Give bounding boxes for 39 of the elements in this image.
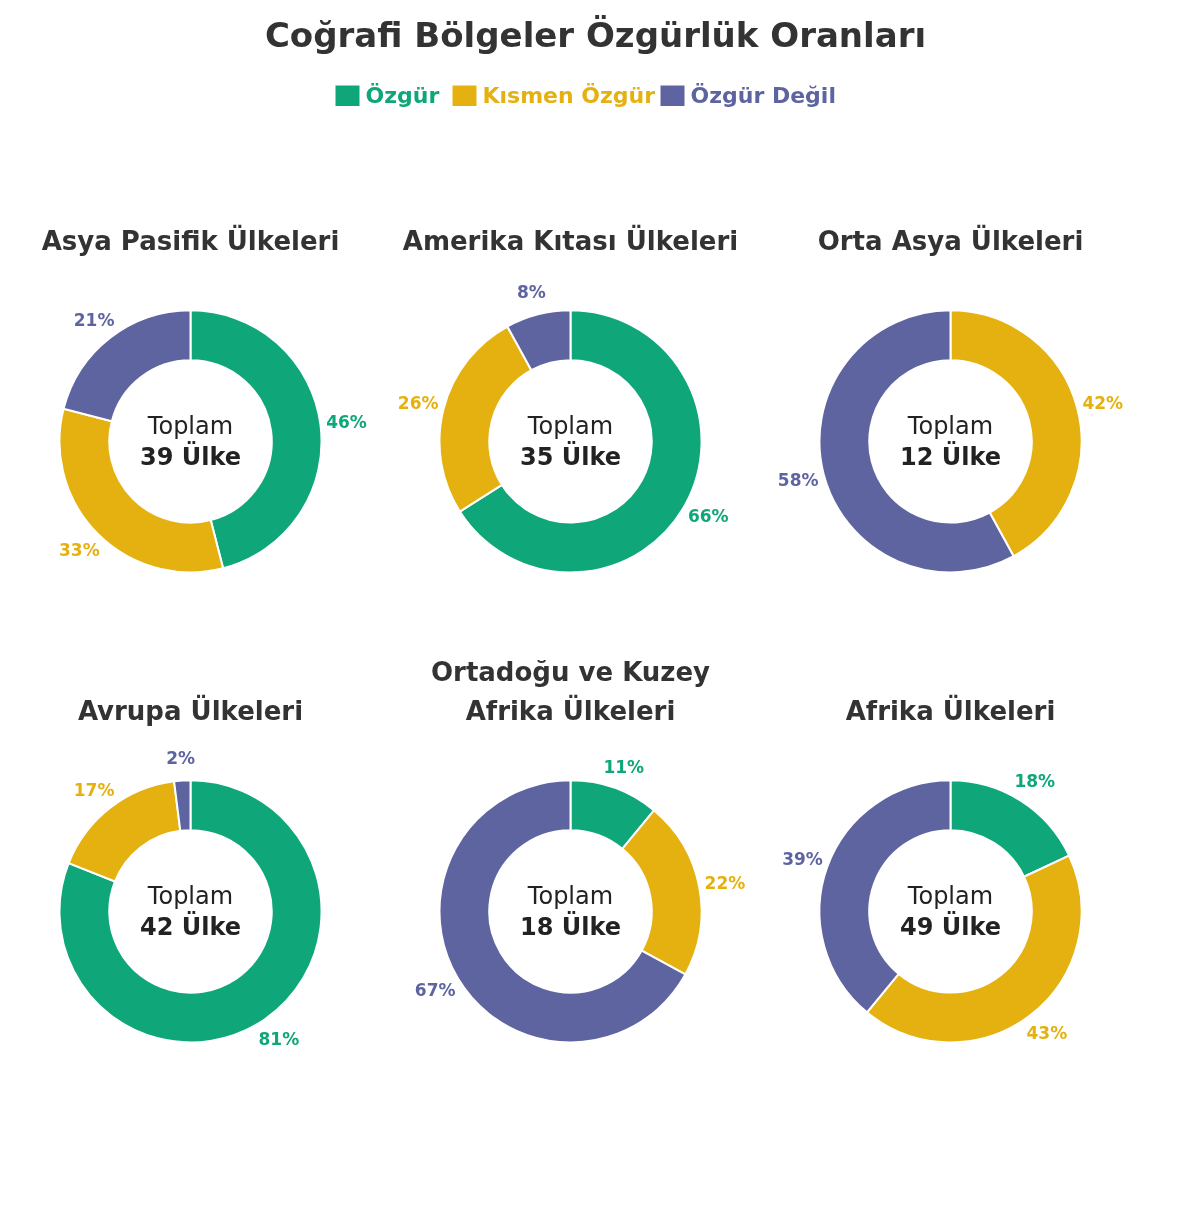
legend-label: Özgür <box>365 83 440 109</box>
text: 42 Ülke <box>139 911 242 942</box>
chart-title: Afrika Ülkeleri <box>845 694 1056 727</box>
data-label: 43% <box>1026 1022 1068 1043</box>
chart-title: Amerika Kıtası Ülkeleri <box>402 224 739 257</box>
chart-title: Orta Asya Ülkeleri <box>817 224 1084 257</box>
data-label: 39% <box>782 849 823 870</box>
data-label: 67% <box>414 979 456 1000</box>
text: 18 Ülke <box>519 911 622 942</box>
data-label: 58% <box>777 469 819 490</box>
data-label: 66% <box>687 505 729 526</box>
text: 39 Ülke <box>139 441 242 472</box>
text: Toplam <box>526 881 614 910</box>
data-label: 22% <box>704 872 746 893</box>
chart-title: Avrupa Ülkeleri <box>77 694 304 727</box>
data-label: 26% <box>397 393 439 414</box>
text: Coğrafi Bölgeler Özgürlük Oranları <box>264 14 927 55</box>
data-label: 46% <box>326 412 367 433</box>
data-label: 8% <box>516 282 546 303</box>
data-label: 21% <box>73 309 115 330</box>
data-label: 11% <box>603 756 645 777</box>
legend-label: Özgür Değil <box>690 83 836 109</box>
text: Toplam <box>526 411 614 440</box>
data-label: 42% <box>1082 393 1124 414</box>
text: Asya Pasifik Ülkeleri <box>41 224 340 257</box>
text: Toplam <box>906 881 994 910</box>
data-label: 2% <box>166 747 196 768</box>
data-label: 18% <box>1014 771 1056 792</box>
text: Toplam <box>146 411 234 440</box>
chart-title: Ortadoğu ve Kuzey Afrika Ülkeleri <box>430 657 711 727</box>
data-label: 33% <box>58 540 100 561</box>
data-label: 17% <box>73 779 115 800</box>
text: Toplam <box>906 411 994 440</box>
text: Toplam <box>146 881 234 910</box>
data-label: 81% <box>258 1028 300 1049</box>
legend-label: Kısmen Özgür <box>482 83 656 109</box>
text: 12 Ülke <box>899 441 1002 472</box>
text: 49 Ülke <box>899 911 1002 942</box>
text: 35 Ülke <box>519 441 622 472</box>
